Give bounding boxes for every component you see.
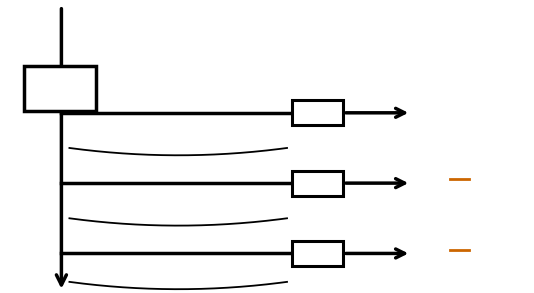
FancyBboxPatch shape xyxy=(24,66,96,111)
FancyBboxPatch shape xyxy=(293,171,343,196)
FancyBboxPatch shape xyxy=(293,100,343,125)
FancyBboxPatch shape xyxy=(293,241,343,266)
